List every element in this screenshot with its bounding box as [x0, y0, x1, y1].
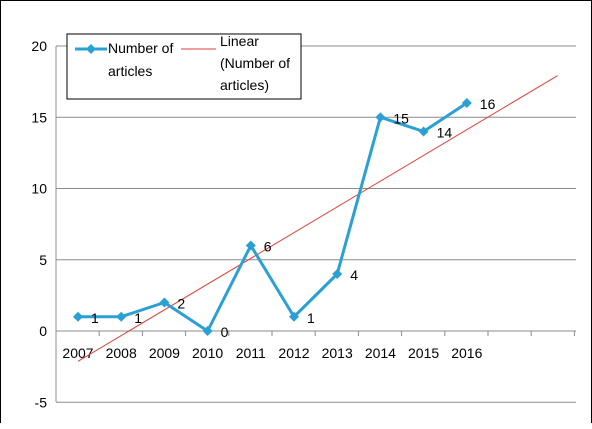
data-point-marker — [461, 98, 472, 108]
x-tick-label: 2013 — [322, 345, 353, 361]
x-tick-label: 2015 — [408, 345, 439, 361]
x-tick-label: 2014 — [365, 345, 396, 361]
legend-series-marker — [86, 44, 96, 54]
y-tick-label: 0 — [39, 323, 47, 339]
x-tick-label: 2008 — [106, 345, 137, 361]
y-tick-label: 15 — [31, 109, 47, 125]
data-label: 1 — [134, 310, 142, 326]
data-point-marker — [418, 126, 429, 137]
data-point-marker — [332, 269, 343, 279]
x-tick-label: 2011 — [236, 345, 266, 361]
series-line — [78, 101, 468, 333]
data-point-marker — [375, 112, 386, 123]
data-label: 2 — [177, 296, 185, 312]
x-tick-label: 2009 — [149, 345, 180, 361]
x-tick-labels: 2007 2008 2009 2010 2011 2012 2013 2014 2015 2016 — [62, 345, 482, 361]
legend-series-label-line1: Number of — [108, 40, 173, 56]
data-point-marker — [116, 311, 127, 322]
gridlines — [56, 45, 576, 403]
data-label: 1 — [91, 310, 99, 326]
legend-box — [66, 33, 302, 100]
data-point-marker — [289, 311, 299, 322]
data-point-marker — [202, 326, 213, 336]
legend-series-label-line2: articles — [108, 63, 152, 79]
data-label: 14 — [437, 125, 453, 141]
y-tick-label: 10 — [31, 181, 47, 197]
legend-trend-label-line1: Linear — [220, 33, 259, 49]
trendline — [77, 75, 558, 362]
x-tick-label: 2012 — [278, 345, 309, 361]
trendline-layer — [77, 75, 558, 362]
y-tick-labels: 20 15 10 5 0 -5 — [31, 38, 47, 410]
data-point-marker — [73, 311, 83, 322]
x-tick-label: 2016 — [451, 345, 482, 361]
x-tick-label: 2010 — [192, 345, 223, 361]
data-label: 4 — [350, 267, 358, 283]
x-tick-label: 2007 — [62, 345, 93, 361]
y-tick-label: 5 — [39, 252, 47, 268]
legend-trend-label-line3: articles) — [220, 77, 269, 93]
y-tick-label: -5 — [35, 394, 48, 410]
series-layer — [73, 98, 472, 336]
legend-trend-label-line2: (Number of — [220, 55, 290, 71]
axes — [55, 46, 576, 402]
data-label: 16 — [480, 96, 496, 112]
legend: Number of articles Linear (Number of art… — [66, 33, 302, 100]
data-label: 6 — [264, 239, 272, 255]
y-tick-label: 20 — [31, 38, 47, 54]
data-label: 0 — [221, 324, 229, 340]
data-point-marker — [159, 297, 170, 308]
data-label: 1 — [307, 310, 315, 326]
data-point-marker — [245, 240, 256, 251]
data-label: 15 — [393, 110, 409, 126]
